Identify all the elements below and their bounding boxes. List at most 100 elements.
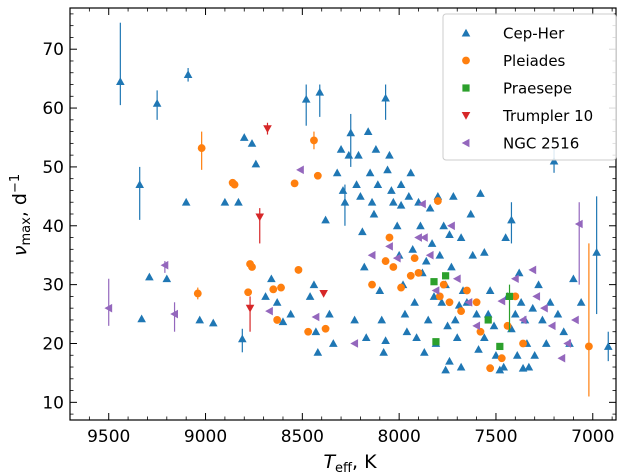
legend: Cep-Her Pleiades Praesepe Trumpler 10 NGC 25…: [442, 13, 617, 161]
data-point: [410, 254, 419, 263]
data-point: [452, 333, 462, 342]
data-point: [311, 312, 320, 322]
data-point: [503, 321, 512, 330]
data-point: [272, 297, 282, 306]
data-point: [571, 315, 579, 325]
data-point: [530, 350, 539, 359]
data-point: [476, 189, 485, 197]
data-point: [430, 278, 438, 286]
data-point: [437, 297, 447, 306]
data-point: [584, 342, 593, 351]
data-point: [383, 165, 392, 174]
data-point: [397, 283, 405, 292]
data-point: [442, 272, 450, 280]
data-point: [220, 197, 230, 206]
legend-item-pleiades: Pleiades: [462, 52, 566, 70]
data-point: [511, 309, 520, 318]
data-point: [385, 150, 394, 159]
y-tick-label: 60: [42, 99, 64, 119]
data-point: [244, 288, 253, 297]
data-point: [410, 297, 419, 306]
data-point: [559, 327, 569, 336]
data-point: [162, 274, 172, 283]
legend-label: Trumpler 10: [502, 107, 593, 125]
data-point: [569, 274, 578, 283]
data-point: [480, 247, 489, 256]
legend-item-trumpler-10: Trumpler 10: [461, 107, 593, 125]
data-point: [332, 168, 342, 177]
data-point: [421, 256, 431, 265]
data-point: [248, 263, 256, 271]
data-point: [340, 197, 350, 206]
data-point: [441, 365, 450, 374]
data-point: [313, 171, 322, 180]
data-point: [368, 280, 376, 289]
x-tick-label: 7000: [571, 427, 614, 447]
y-tick-label: 40: [42, 217, 64, 237]
y-tick-label: 70: [42, 40, 64, 60]
data-point: [485, 286, 495, 294]
data-point: [309, 280, 319, 289]
data-point: [135, 180, 145, 189]
data-point: [445, 298, 454, 307]
data-point: [304, 327, 313, 336]
data-point: [516, 297, 526, 306]
legend-marker: [462, 56, 470, 65]
data-point: [418, 199, 426, 209]
data-point: [350, 339, 359, 348]
y-tick-label: 30: [42, 276, 64, 296]
data-point: [195, 315, 205, 324]
data-point: [181, 197, 191, 206]
data-point: [319, 290, 328, 298]
data-point: [450, 315, 460, 324]
data-point: [497, 296, 506, 306]
data-point: [420, 348, 429, 356]
data-point: [456, 233, 466, 241]
data-point: [160, 260, 169, 270]
data-point: [519, 339, 527, 348]
data-point: [495, 365, 505, 374]
data-point: [387, 186, 396, 194]
data-point: [435, 250, 445, 259]
data-point: [454, 300, 464, 309]
data-point: [432, 338, 440, 346]
legend-label: NGC 2516: [503, 135, 579, 153]
data-point: [371, 144, 381, 153]
data-point: [310, 136, 318, 145]
data-point: [321, 324, 330, 333]
data-point: [361, 333, 371, 342]
data-point: [365, 168, 375, 177]
data-point: [514, 268, 524, 277]
data-point: [145, 272, 154, 281]
data-point: [356, 192, 365, 200]
data-point: [400, 309, 410, 318]
data-point: [512, 350, 522, 359]
legend-marker: [461, 28, 471, 37]
data-point: [545, 297, 555, 306]
data-point: [301, 94, 311, 103]
series-pleiades: [193, 131, 593, 397]
data-point: [313, 348, 323, 356]
data-marks: [104, 22, 613, 397]
data-point: [414, 268, 423, 277]
data-point: [449, 192, 458, 200]
data-point: [484, 316, 492, 324]
data-point: [483, 309, 493, 318]
data-point: [466, 209, 476, 218]
data-point: [541, 339, 551, 347]
data-point: [137, 314, 146, 323]
data-point: [480, 333, 489, 342]
data-point: [603, 342, 613, 350]
data-point: [255, 213, 265, 222]
data-point: [445, 230, 454, 239]
data-point: [553, 309, 563, 318]
data-point: [416, 221, 425, 230]
data-point: [286, 309, 296, 318]
data-point: [433, 197, 442, 205]
data-point: [547, 321, 556, 331]
data-point: [261, 292, 270, 300]
data-point: [247, 139, 257, 147]
data-point: [427, 239, 437, 247]
data-point: [338, 186, 348, 194]
y-tick-label: 50: [42, 158, 64, 178]
